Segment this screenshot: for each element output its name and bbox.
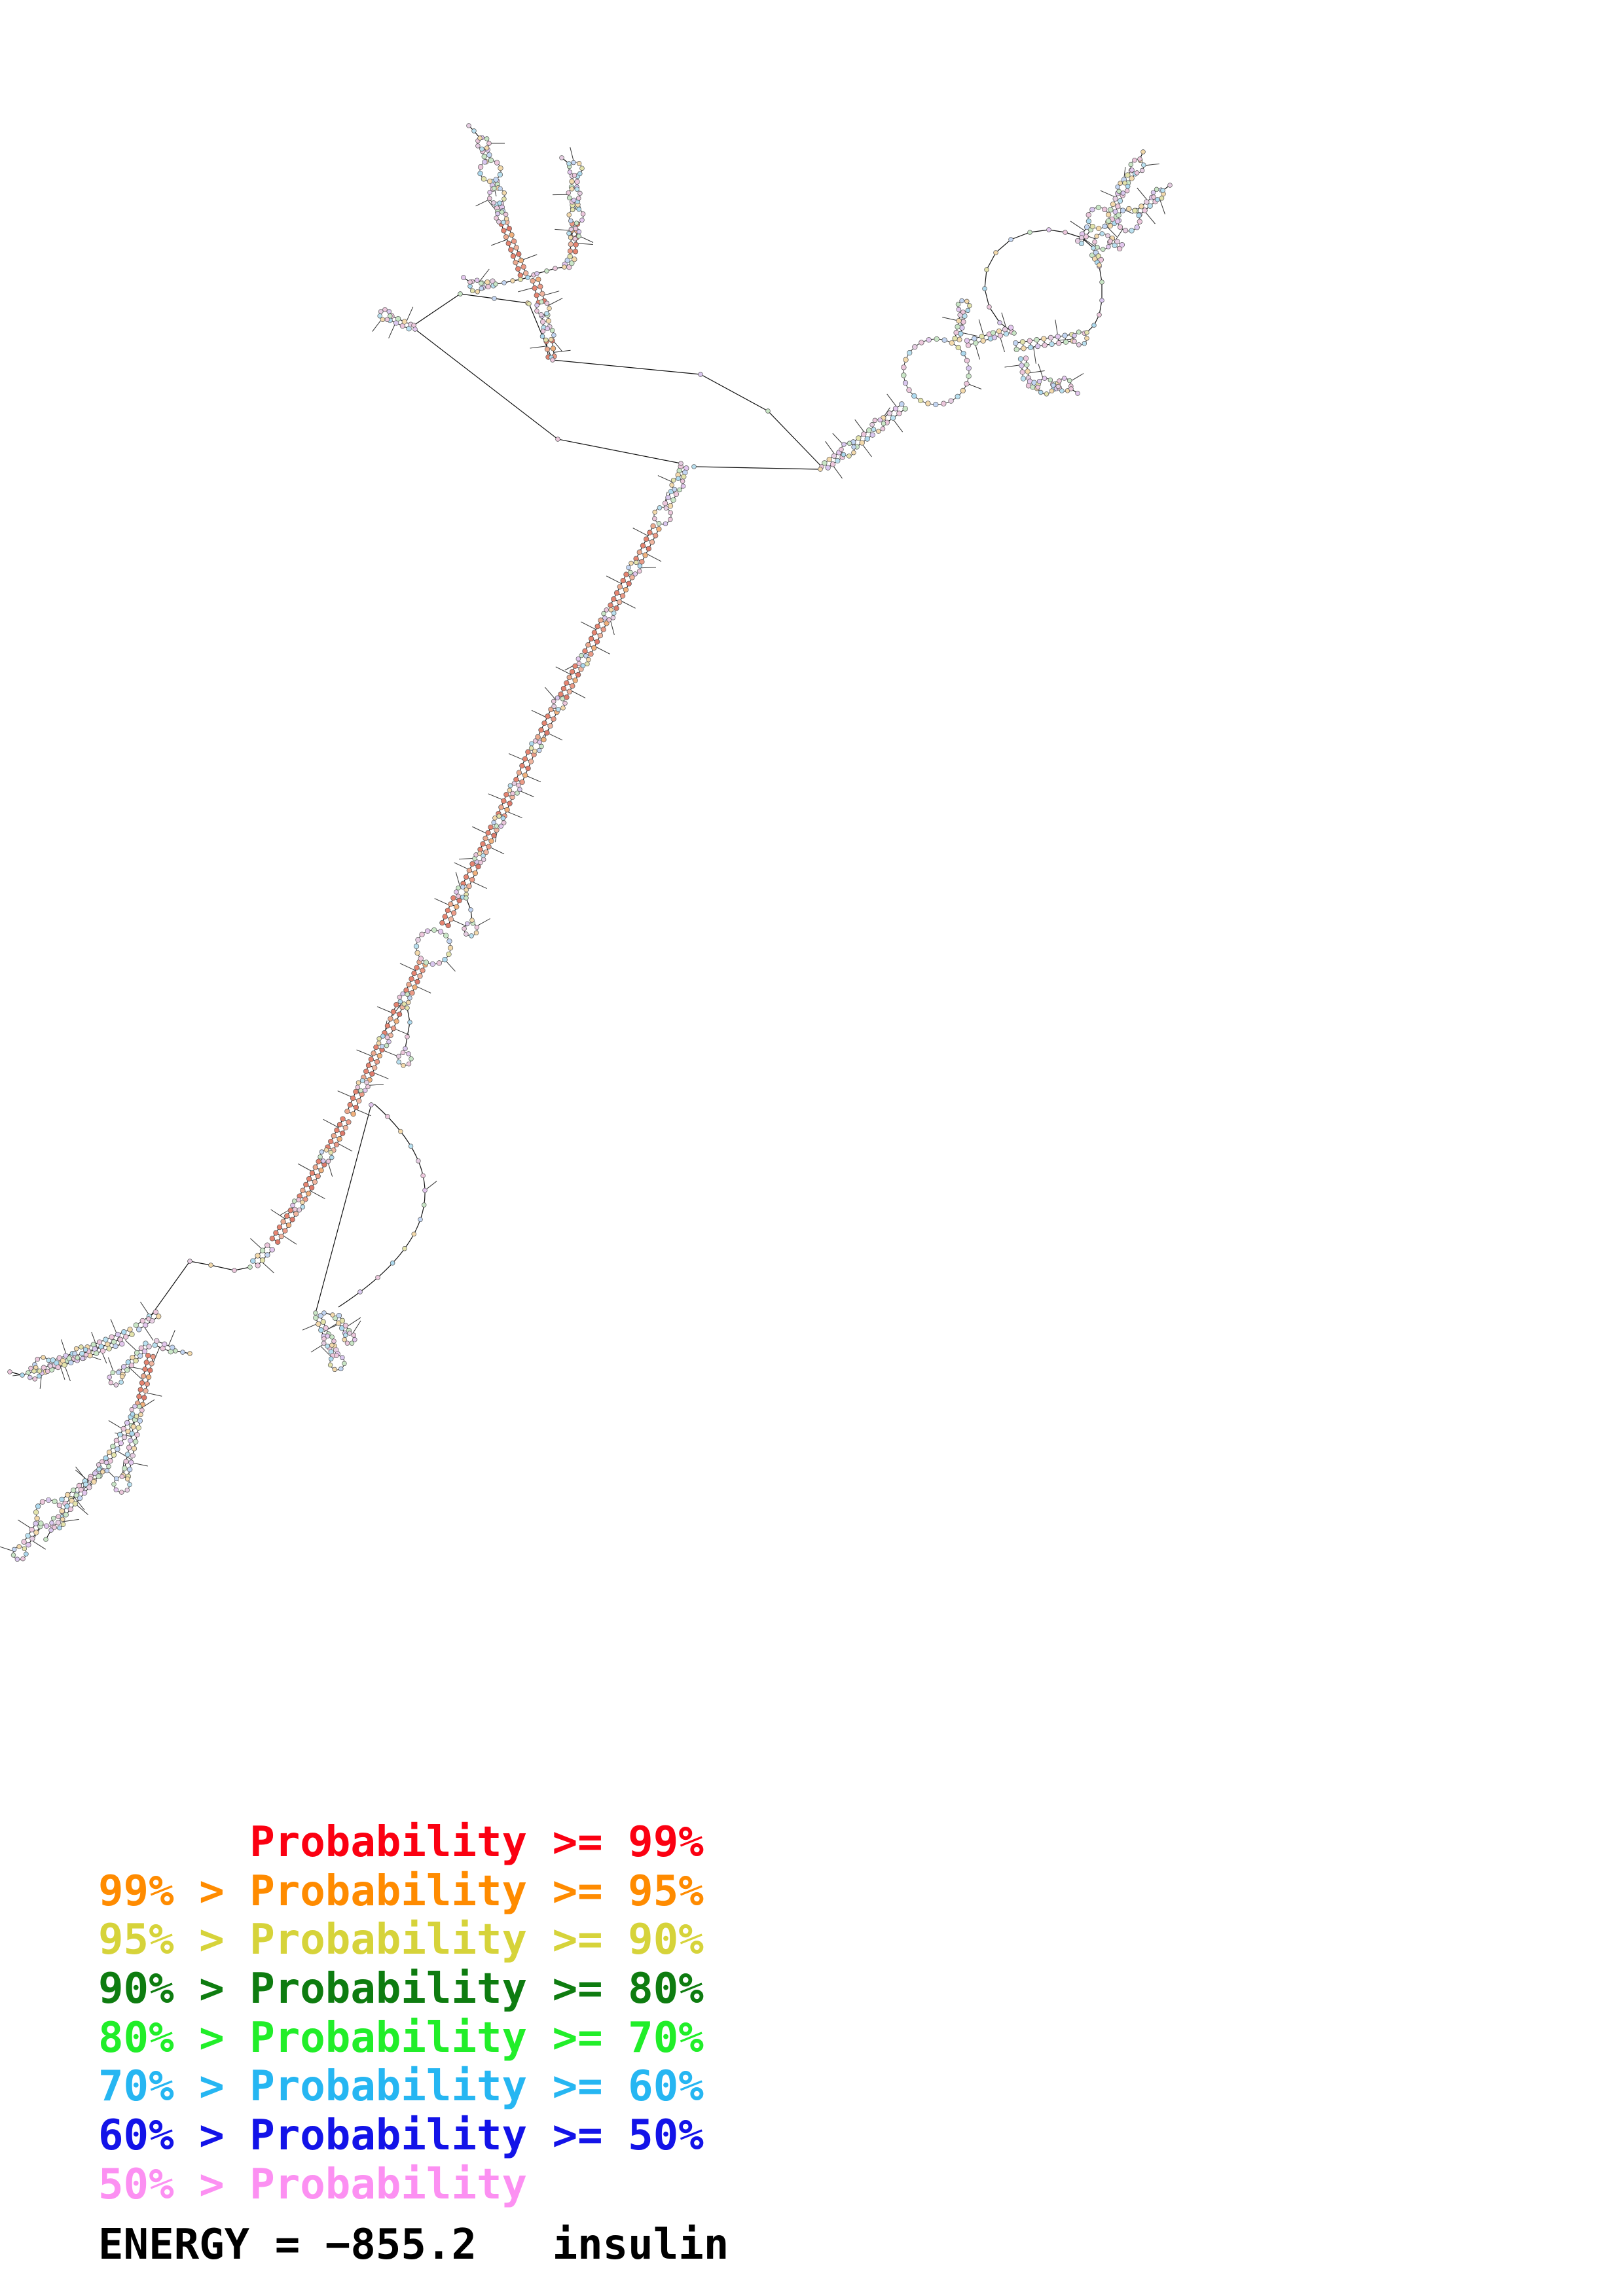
position-tick-marks [0,143,1165,1552]
legend-row-p90: 95% > Probability >= 90% [98,1916,704,1964]
nucleotide-dots [7,123,1173,1562]
legend-row-p70: 80% > Probability >= 70% [98,2014,704,2062]
legend-row-p95: 99% > Probability >= 95% [98,1867,704,1916]
loop-circles [12,137,1164,1560]
legend-row-p99: Probability >= 99% [98,1818,704,1867]
helix-ladders [24,149,1156,1545]
legend-row-below50: 50% > Probability [98,2161,528,2209]
legend-row-p50: 60% > Probability >= 50% [98,2111,704,2160]
legend-row-p80: 90% > Probability >= 80% [98,1965,704,2013]
legend-row-p60: 70% > Probability >= 60% [98,2062,704,2111]
energy-label: ENERGY = −855.2 insulin [98,2221,729,2269]
